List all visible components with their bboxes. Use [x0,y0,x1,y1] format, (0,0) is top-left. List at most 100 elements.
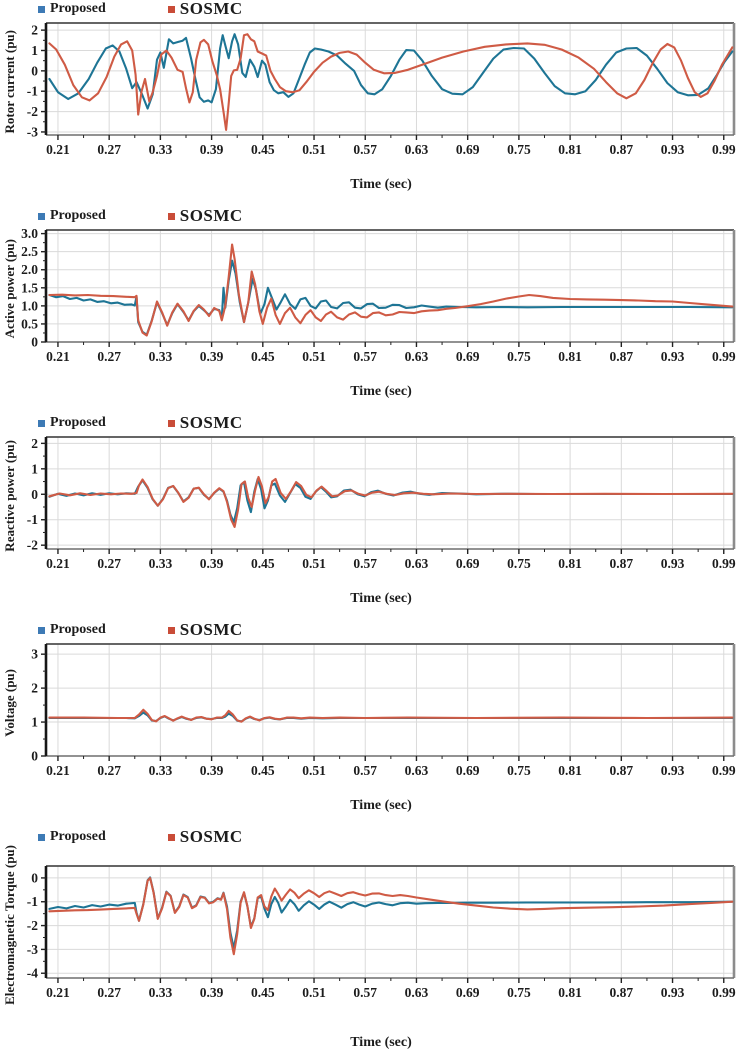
x-tick-label: 0.99 [712,763,736,778]
x-tick-label: 0.99 [712,349,736,364]
y-tick-label: -3 [27,942,38,957]
x-tick-label: 0.69 [456,763,480,778]
y-tick-label: -2 [27,538,38,553]
x-tick-label: 0.57 [353,985,377,1000]
plot-wrap: Rotor current (pu) 0.21 0.27 0.33 0.39 0.45 0… [0,17,742,177]
y-tick-label: 1 [31,43,38,58]
y-tick-label: 3.0 [21,226,38,241]
sosmc-series-line [48,243,734,337]
x-tick-label: 0.21 [46,349,70,364]
x-tick-label: 0.63 [405,985,429,1000]
y-tick-label: -3 [27,124,38,139]
y-tick-label: -2 [27,104,38,119]
proposed-series-line [48,477,734,524]
x-tick-label: 0.21 [46,763,70,778]
axes [41,229,736,347]
y-tick-label: 3 [31,647,38,662]
y-tick-label: 1.0 [21,298,38,313]
legend-item-proposed: Proposed [38,208,106,224]
y-tick-label: 1 [31,461,38,476]
x-tick-label: 0.39 [200,556,224,571]
plot-wrap: Active power (pu) 0.21 0.27 0.33 0.39 0.45 0.… [0,224,742,384]
chart-block-rotor-current: Proposed SOSMC Rotor current (pu) 0.21 0.… [0,0,742,194]
y-tick-label: 1.5 [21,280,38,295]
y-tick-label: 0 [31,335,38,350]
y-axis-label: Rotor current (pu) [2,30,17,134]
x-tick-label: 0.75 [507,763,531,778]
y-tick-label: -1 [27,512,38,527]
y-tick-label: 1 [31,715,38,730]
x-tick-label: 0.51 [302,763,326,778]
electromagnetic-torque-plot: 0.21 0.27 0.33 0.39 0.45 0.51 0.57 0.63 0.69 0.75… [27,865,736,1000]
x-tick-label: 0.45 [251,556,275,571]
x-axis-label: Time (sec) [350,798,412,813]
x-tick-label: 0.33 [149,985,173,1000]
chart-block-voltage: Proposed SOSMC Voltage (pu) 0.21 0.27 0.33… [0,620,742,815]
x-tick-label: 0.75 [507,349,531,364]
y-tick-label: 2.5 [21,244,38,259]
x-axis-label: Time (sec) [350,177,412,192]
x-tick-label: 0.69 [456,985,480,1000]
plot-wrap: Electromagnetic Torque (pu) 0.21 0.27 0.33… [0,845,742,1035]
sosmc-series-line [48,475,734,528]
plot-wrap: Voltage (pu) 0.21 0.27 0.33 0.39 0.45 0.51 0.5… [0,638,742,798]
chart-legend: Proposed SOSMC [38,620,742,640]
x-tick-label: 0.99 [712,556,736,571]
x-tick-label: 0.99 [712,985,736,1000]
y-tick-label: 0 [31,749,38,764]
x-tick-label: 0.87 [610,763,634,778]
chart-legend: Proposed SOSMC [38,0,742,18]
x-tick-label: 0.33 [149,349,173,364]
chart-legend: Proposed SOSMC [38,826,742,847]
sosmc-series-line [48,876,734,956]
sosmc-series-marker-icon [167,6,175,13]
chart-block-electromagnetic-torque: Proposed SOSMC Electromagnetic Torque (p… [0,826,742,1052]
y-axis-label: Electromagnetic Torque (pu) [2,845,17,1005]
x-tick-label: 0.63 [405,763,429,778]
y-tick-label: 0.5 [21,316,38,331]
voltage-plot: 0.21 0.27 0.33 0.39 0.45 0.51 0.57 0.63 0.69 0.75… [31,643,736,778]
legend-label-proposed: Proposed [50,414,106,430]
legend-item-proposed: Proposed [38,622,106,638]
x-axis-label: Time (sec) [350,384,412,399]
x-tick-label: 0.69 [456,142,480,157]
legend-label-proposed: Proposed [50,207,106,223]
x-tick-label: 0.27 [97,142,121,157]
x-tick-label: 0.93 [661,556,685,571]
x-tick-label: 0.27 [97,985,121,1000]
x-tick-label: 0.51 [302,142,326,157]
x-tick-label: 0.51 [302,556,326,571]
x-tick-label: 0.51 [302,349,326,364]
x-tick-label: 0.45 [251,349,275,364]
y-tick-label: 0 [31,63,38,78]
x-tick-label: 0.57 [353,349,377,364]
chart-block-active-power: Proposed SOSMC Active power (pu) 0.21 0.2… [0,206,742,401]
y-tick-label: 2 [31,23,38,38]
legend-item-sosmc: SOSMC [167,826,243,847]
chart-legend: Proposed SOSMC [38,412,742,432]
axes [41,436,736,554]
x-tick-label: 0.51 [302,985,326,1000]
legend-item-sosmc: SOSMC [167,206,243,226]
y-tick-label: -1 [27,894,38,909]
x-tick-label: 0.33 [149,142,173,157]
legend-item-sosmc: SOSMC [167,620,243,640]
proposed-series-marker-icon [38,213,45,220]
sosmc-series-marker-icon [167,627,175,634]
sosmc-series-marker-icon [167,420,175,427]
y-axis-label: Active power (pu) [2,239,17,339]
axes [41,865,736,983]
legend-label-sosmc: SOSMC [179,826,243,846]
x-tick-label: 0.87 [610,349,634,364]
x-tick-label: 0.93 [661,763,685,778]
legend-label-proposed: Proposed [50,0,106,16]
x-tick-label: 0.69 [456,556,480,571]
gridlines [46,865,734,978]
x-tick-label: 0.87 [610,142,634,157]
sosmc-series-marker-icon [167,834,175,841]
y-tick-label: 2.0 [21,262,38,277]
y-tick-label: -2 [27,918,38,933]
rotor-current-plot: 0.21 0.27 0.33 0.39 0.45 0.51 0.57 0.63 0.69 0.75… [27,22,736,157]
y-tick-label: 2 [31,681,38,696]
legend-label-sosmc: SOSMC [179,412,243,432]
